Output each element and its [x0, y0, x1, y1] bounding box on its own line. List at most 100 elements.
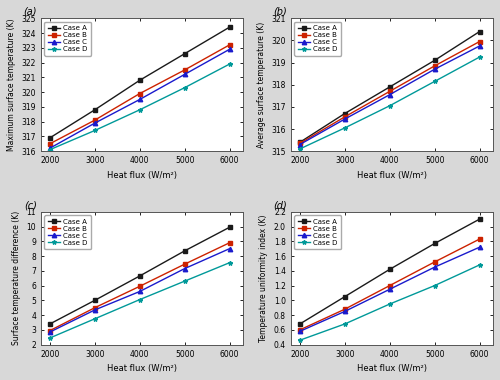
Line: Case A: Case A	[298, 29, 482, 144]
Line: Case B: Case B	[298, 237, 482, 332]
Case A	[386, 85, 392, 89]
Y-axis label: Surface temperature difference (K): Surface temperature difference (K)	[12, 211, 21, 345]
Case C	[432, 265, 438, 269]
Line: Case C: Case C	[48, 47, 232, 150]
Legend: Case A, Case B, Case C, Case D: Case A, Case B, Case C, Case D	[44, 215, 91, 249]
Line: Case A: Case A	[298, 217, 482, 326]
Case B	[182, 262, 188, 266]
Case A	[136, 274, 142, 278]
Case B	[182, 68, 188, 72]
Case A	[342, 294, 348, 299]
Case B	[92, 306, 98, 310]
Case C	[476, 245, 482, 249]
Case A	[297, 140, 303, 144]
Case D	[136, 108, 142, 112]
X-axis label: Heat flux (W/m²): Heat flux (W/m²)	[357, 171, 427, 180]
Case C	[226, 47, 232, 52]
Case D	[342, 126, 348, 130]
Case C	[476, 44, 482, 48]
Case A	[342, 111, 348, 116]
Case D	[92, 317, 98, 321]
Line: Case D: Case D	[48, 62, 232, 152]
Case D	[47, 147, 53, 152]
Case D	[432, 79, 438, 84]
Line: Case C: Case C	[48, 247, 232, 334]
Case C	[386, 92, 392, 97]
Case B	[47, 141, 53, 146]
Line: Case D: Case D	[48, 260, 232, 340]
Line: Case B: Case B	[298, 39, 482, 146]
Case D	[182, 86, 188, 90]
Case B	[432, 63, 438, 68]
Case C	[47, 146, 53, 150]
X-axis label: Heat flux (W/m²): Heat flux (W/m²)	[107, 364, 177, 373]
Case D	[386, 302, 392, 306]
Legend: Case A, Case B, Case C, Case D: Case A, Case B, Case C, Case D	[294, 215, 341, 249]
Case D	[226, 62, 232, 66]
Case A	[476, 29, 482, 34]
Line: Case C: Case C	[298, 44, 482, 147]
Case B	[476, 39, 482, 44]
Case B	[136, 91, 142, 96]
Line: Case D: Case D	[298, 55, 482, 151]
Case D	[476, 263, 482, 267]
Case B	[47, 328, 53, 333]
Case A	[136, 78, 142, 82]
Case B	[297, 328, 303, 332]
Case C	[92, 121, 98, 125]
Case D	[136, 297, 142, 302]
Case B	[226, 241, 232, 245]
Case A	[182, 51, 188, 56]
Case A	[226, 225, 232, 230]
Case A	[432, 58, 438, 63]
Line: Case A: Case A	[48, 225, 232, 326]
Case C	[432, 67, 438, 71]
Case C	[297, 142, 303, 147]
Case B	[136, 284, 142, 288]
Case C	[342, 309, 348, 314]
Y-axis label: Maximum surface temperature (K): Maximum surface temperature (K)	[7, 18, 16, 151]
Case B	[386, 283, 392, 288]
Y-axis label: Temperature uniformity index (K): Temperature uniformity index (K)	[260, 214, 268, 342]
Case C	[182, 266, 188, 271]
Case A	[92, 108, 98, 112]
Case A	[47, 322, 53, 326]
Case A	[92, 298, 98, 302]
Case D	[476, 55, 482, 59]
Legend: Case A, Case B, Case C, Case D: Case A, Case B, Case C, Case D	[44, 22, 91, 56]
Case B	[386, 89, 392, 93]
Case A	[226, 25, 232, 29]
Case B	[297, 141, 303, 146]
Case D	[47, 336, 53, 340]
Case C	[92, 308, 98, 312]
Line: Case B: Case B	[48, 43, 232, 146]
Case D	[432, 283, 438, 288]
Text: (a): (a)	[24, 7, 37, 17]
Line: Case D: Case D	[298, 263, 482, 342]
Case C	[226, 246, 232, 251]
Case C	[386, 287, 392, 291]
Legend: Case A, Case B, Case C, Case D: Case A, Case B, Case C, Case D	[294, 22, 341, 56]
Case B	[432, 260, 438, 264]
Case B	[476, 237, 482, 241]
Case A	[297, 322, 303, 326]
Case A	[182, 249, 188, 253]
X-axis label: Heat flux (W/m²): Heat flux (W/m²)	[357, 364, 427, 373]
Case C	[136, 97, 142, 102]
Case C	[136, 289, 142, 294]
Case D	[92, 128, 98, 133]
Case A	[476, 217, 482, 222]
Line: Case B: Case B	[48, 241, 232, 333]
Case C	[297, 329, 303, 334]
Case A	[432, 241, 438, 246]
Text: (d): (d)	[273, 200, 287, 211]
Y-axis label: Average surface temperature (K): Average surface temperature (K)	[257, 22, 266, 148]
Line: Case A: Case A	[48, 25, 232, 140]
Case C	[182, 72, 188, 77]
Case C	[342, 117, 348, 121]
Case A	[386, 267, 392, 272]
Case D	[297, 147, 303, 151]
Text: (b): (b)	[273, 7, 287, 17]
Case B	[226, 43, 232, 47]
Case D	[226, 260, 232, 265]
